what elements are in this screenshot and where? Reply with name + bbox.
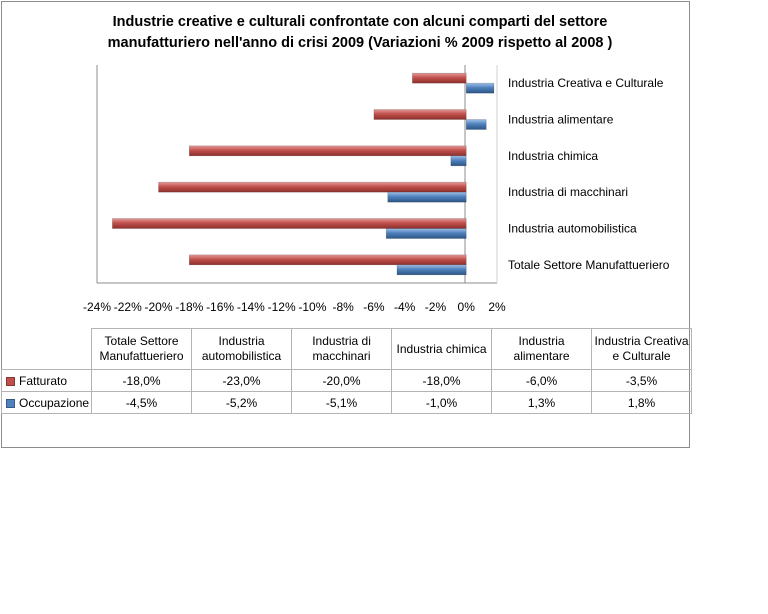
- category-label: Industria di macchinari: [508, 185, 628, 199]
- x-tick-label: -16%: [206, 300, 234, 314]
- x-tick-label: -22%: [114, 300, 142, 314]
- category-labels: Industria Creativa e Culturale Industria …: [508, 76, 670, 272]
- table-cell: -18,0%: [91, 369, 193, 392]
- table-cell: -18,0%: [391, 369, 493, 392]
- table-row: Occupazione -4,5% -5,2% -5,1% -1,0% 1,3%…: [0, 391, 693, 414]
- table-cell: -3,5%: [591, 369, 693, 392]
- chart-title: Industrie creative e culturali confronta…: [107, 14, 613, 51]
- x-tick-label: -2%: [425, 300, 447, 314]
- x-tick-label: -6%: [363, 300, 385, 314]
- bar-occupazione-2: [450, 155, 467, 167]
- table-cell: 1,8%: [591, 391, 693, 414]
- legend-key-occupazione: [6, 398, 15, 408]
- x-tick-label: -10%: [298, 300, 326, 314]
- bars-group: [112, 72, 495, 276]
- x-tick-label: -8%: [332, 300, 354, 314]
- bar-occupazione-0: [465, 82, 495, 94]
- legend-key-fatturato: [6, 376, 15, 386]
- bar-occupazione-3: [387, 191, 467, 203]
- bar-occupazione-4: [385, 228, 467, 239]
- category-label: Industria chimica: [508, 149, 598, 163]
- table-row-empty: [2, 414, 692, 455]
- bar-occupazione-5: [396, 264, 467, 276]
- bar-fatturato-2: [189, 145, 467, 157]
- bar-occupazione-1: [465, 119, 487, 130]
- table-header: Industria di macchinari: [291, 328, 393, 370]
- table-cell: -1,0%: [391, 391, 493, 414]
- bar-fatturato-5: [189, 254, 467, 266]
- table-header: Industria alimentare: [491, 328, 593, 370]
- table-corner: [1, 328, 93, 370]
- table-header: Industria Creativa e Culturale: [591, 328, 693, 370]
- x-tick-label: -20%: [145, 300, 173, 314]
- table-cell: -6,0%: [491, 369, 593, 392]
- x-axis-tick-labels: -24% -22% -20% -18% -16% -14% -12% -10% -8% -6% -4…: [83, 300, 506, 314]
- category-label: Totale Settore Manufattueriero: [508, 258, 670, 272]
- x-tick-label: 2%: [488, 300, 506, 314]
- x-tick-label: -12%: [268, 300, 296, 314]
- table-cell: -23,0%: [191, 369, 293, 392]
- bar-fatturato-4: [112, 218, 467, 229]
- table-header: Industria automobilistica: [191, 328, 293, 370]
- bar-fatturato-3: [158, 181, 467, 193]
- x-tick-label: 0%: [458, 300, 476, 314]
- bar-chart: Industria Creativa e Culturale Industria …: [83, 65, 670, 314]
- x-tick-label: -18%: [175, 300, 203, 314]
- data-table: Totale Settore Manufattueriero Industria a…: [0, 328, 693, 455]
- table-header: Totale Settore Manufattueriero: [91, 328, 193, 370]
- category-label: Industria alimentare: [508, 113, 614, 127]
- table-cell: -5,2%: [191, 391, 293, 414]
- x-tick-label: -14%: [237, 300, 265, 314]
- x-tick-label: -4%: [394, 300, 416, 314]
- category-label: Industria Creativa e Culturale: [508, 76, 664, 90]
- table-row: Fatturato -18,0% -23,0% -20,0% -18,0% -6…: [0, 369, 693, 392]
- category-label: Industria automobilistica: [508, 222, 637, 236]
- x-tick-label: -24%: [83, 300, 111, 314]
- bar-fatturato-1: [373, 109, 467, 120]
- legend-entry-occupazione: Occupazione: [0, 391, 93, 414]
- bar-fatturato-0: [412, 72, 467, 84]
- table-cell: 1,3%: [491, 391, 593, 414]
- table-cell: -5,1%: [291, 391, 393, 414]
- legend-entry-fatturato: Fatturato: [0, 369, 93, 392]
- table-cell: -4,5%: [91, 391, 193, 414]
- table-header: Industria chimica: [391, 328, 493, 370]
- table-cell: -20,0%: [291, 369, 393, 392]
